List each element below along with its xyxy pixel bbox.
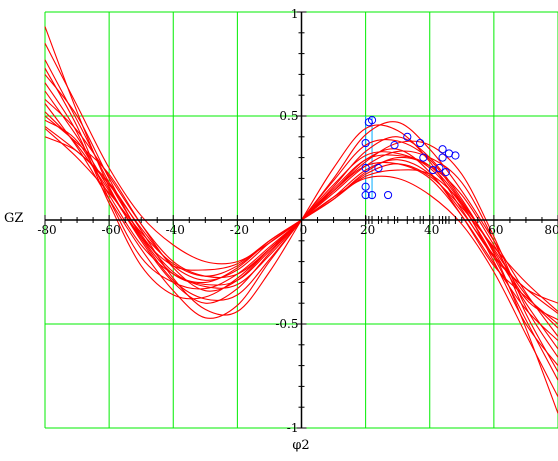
data-point xyxy=(361,163,370,173)
tick-labels: -80 -60 -40 -20 0 20 40 60 80 1 0.5 -0.5 -1 xyxy=(37,7,558,435)
x-tick-label: -80 xyxy=(37,223,56,237)
data-markers xyxy=(361,116,460,224)
data-point xyxy=(403,132,412,141)
x-tick-label: -20 xyxy=(230,223,249,237)
x-tick-label: 0 xyxy=(300,223,308,237)
data-point xyxy=(416,138,425,148)
x-axis-label: φ2 xyxy=(292,438,309,453)
data-point xyxy=(367,190,377,200)
data-point xyxy=(367,116,377,125)
x-tick-label: 60 xyxy=(488,223,503,237)
axes xyxy=(44,11,558,429)
data-point xyxy=(435,163,444,173)
data-point xyxy=(383,190,393,200)
data-point xyxy=(361,182,370,191)
x-tick-label: 20 xyxy=(360,223,375,237)
data-point xyxy=(438,153,447,162)
y-axis-label: GZ xyxy=(4,211,23,226)
y-tick-label: -1 xyxy=(287,421,299,435)
data-point xyxy=(374,163,383,173)
data-point xyxy=(441,168,450,177)
data-point xyxy=(390,141,399,150)
x-tick-label: -40 xyxy=(166,223,185,237)
x-tick-label: 80 xyxy=(544,223,558,237)
y-tick-label: 0.5 xyxy=(279,109,298,123)
data-point xyxy=(361,138,370,148)
y-tick-label: -0.5 xyxy=(275,317,298,331)
x-tick-label: -60 xyxy=(101,223,120,237)
data-point xyxy=(438,145,447,154)
data-point xyxy=(451,151,460,160)
y-tick-label: 1 xyxy=(291,7,299,21)
x-tick-label: 40 xyxy=(424,223,439,237)
data-point xyxy=(361,190,370,200)
data-point xyxy=(419,153,428,162)
